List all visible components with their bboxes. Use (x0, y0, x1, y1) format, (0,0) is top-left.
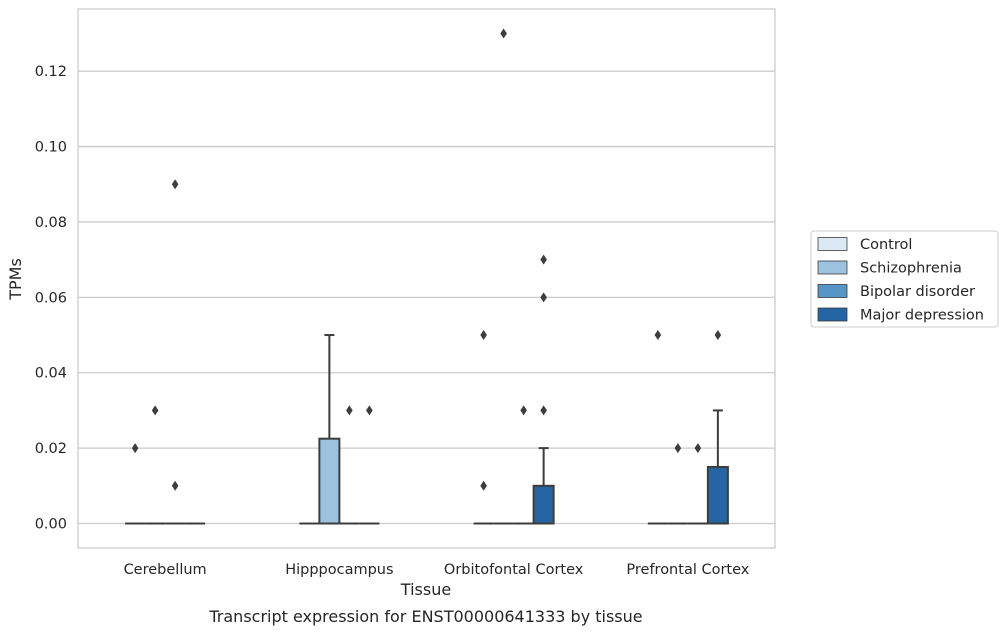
box-body (532, 484, 555, 525)
box-control (125, 443, 146, 525)
y-tick-label: 0.10 (35, 140, 67, 156)
x-axis-label: Tissue (400, 580, 451, 599)
box-schizophrenia (318, 334, 341, 525)
box-bipolar-disorder (165, 179, 186, 525)
grid-lines (78, 70, 775, 525)
legend-frame (810, 230, 999, 328)
outlier-point (540, 254, 547, 265)
outlier-point (151, 405, 159, 416)
x-tick-label: Orbitofontal Cortex (444, 562, 584, 578)
chart-caption: Transcript expression for ENST0000064133… (208, 607, 642, 626)
outlier-point (171, 179, 179, 190)
legend-label: Bipolar disorder (860, 284, 975, 300)
legend-label: Schizophrenia (860, 261, 962, 277)
legend-swatch (817, 307, 848, 322)
box-control (473, 330, 494, 525)
outlier-point (480, 480, 487, 491)
box-bipolar-disorder (513, 405, 534, 525)
box-bipolar-disorder (339, 405, 360, 525)
x-tick-label: Prefrontal Cortex (626, 562, 749, 578)
outlier-point (480, 330, 487, 341)
y-tick-label: 0.08 (35, 215, 67, 231)
legend: Control Schizophrenia Bipolar disorder Majo… (810, 230, 999, 328)
box-major-depression (532, 254, 555, 525)
plot-frame (77, 8, 776, 549)
box-plots (125, 28, 729, 525)
box-schizophrenia (145, 405, 166, 525)
outlier-point (674, 443, 682, 454)
x-tick-labels: Cerebellum Hipppocampus Orbitofontal Corte… (124, 562, 750, 578)
legend-label: Major depression (860, 308, 984, 324)
box-bipolar-disorder (687, 443, 708, 525)
box-major-depression (359, 405, 380, 525)
y-tick-labels: 0.00 0.02 0.04 0.06 0.08 0.10 0.12 (35, 64, 67, 532)
outlier-point (366, 405, 373, 416)
box-schizophrenia (493, 28, 514, 525)
legend-swatch (817, 237, 848, 251)
box-control (647, 330, 668, 525)
y-tick-label: 0.12 (35, 64, 67, 80)
outlier-point (714, 330, 722, 341)
legend-swatch (817, 284, 848, 298)
y-tick-label: 0.00 (35, 517, 67, 533)
box-body (706, 465, 729, 525)
x-tick-label: Hipppocampus (285, 562, 393, 578)
y-tick-label: 0.02 (35, 441, 67, 457)
outlier-point (540, 405, 547, 416)
outlier-point (694, 443, 702, 454)
box-major-depression (706, 330, 729, 525)
box-body (318, 437, 341, 525)
legend-swatch (817, 260, 848, 275)
y-axis-label: TPMs (6, 258, 25, 301)
outlier-point (346, 405, 353, 416)
outlier-point (654, 330, 662, 341)
outlier-point (520, 405, 527, 416)
outlier-point (171, 480, 179, 491)
outlier-point (540, 292, 547, 303)
outlier-point (500, 28, 507, 39)
outlier-point (131, 443, 139, 454)
y-tick-label: 0.06 (35, 290, 67, 306)
y-tick-label: 0.04 (35, 366, 67, 382)
x-tick-label: Cerebellum (124, 562, 207, 578)
legend-label: Control (860, 237, 912, 253)
box-schizophrenia (667, 443, 688, 525)
